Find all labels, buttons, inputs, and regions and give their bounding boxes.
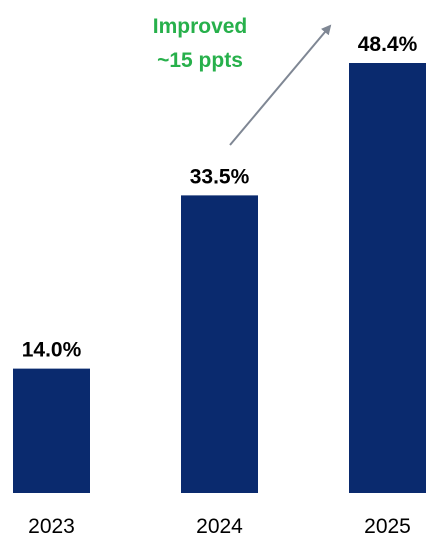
annotation-line-2: ~15 ppts	[157, 49, 243, 72]
x-tick-label-2025: 2025	[364, 515, 411, 538]
x-tick-label-2024: 2024	[196, 515, 243, 538]
x-tick-label-2023: 2023	[28, 515, 75, 538]
value-label-2025: 48.4%	[358, 33, 418, 56]
value-label-2024: 33.5%	[190, 165, 250, 188]
annotation-line-1: Improved	[153, 15, 248, 38]
bar-2023	[13, 368, 90, 493]
trend-arrow	[229, 24, 332, 146]
bar-2025	[349, 63, 426, 493]
value-label-2023: 14.0%	[22, 339, 82, 362]
bar-2024	[181, 195, 258, 493]
